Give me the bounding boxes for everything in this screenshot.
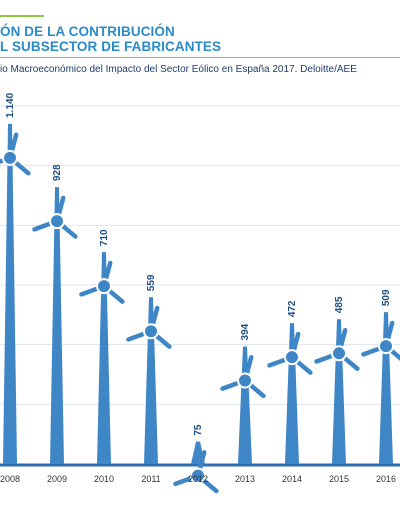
chart-title: ÓN DE LA CONTRIBUCIÓN L SUBSECTOR DE FAB… <box>0 24 221 54</box>
x-tick-label: 2013 <box>235 474 255 484</box>
turbine-tower <box>238 346 252 464</box>
x-tick-label: 2008 <box>0 474 20 484</box>
x-tick-label: 2009 <box>47 474 67 484</box>
turbine-hub <box>378 338 394 355</box>
x-tick-label: 2015 <box>329 474 349 484</box>
turbine-hub <box>49 213 65 230</box>
value-label: 928 <box>52 164 63 181</box>
turbine-hub <box>237 372 253 389</box>
value-label: 485 <box>334 296 345 313</box>
value-label: 472 <box>287 300 298 317</box>
value-label: 75 <box>193 424 204 436</box>
turbine-tower <box>97 252 111 464</box>
turbine-hub <box>96 278 112 295</box>
x-tick-label: 2016 <box>376 474 396 484</box>
turbine-tower <box>144 297 158 464</box>
turbine-tower <box>379 312 393 464</box>
value-label: 559 <box>146 274 157 291</box>
value-label: 1.140 <box>5 92 16 117</box>
x-tick-label: 2010 <box>94 474 114 484</box>
turbine-tower <box>332 319 346 464</box>
turbine-tower <box>50 187 64 464</box>
x-tick-label: 2012 <box>188 474 208 484</box>
turbine-tower <box>3 123 17 465</box>
turbine-hub <box>2 149 18 166</box>
x-tick-label: 2011 <box>141 474 160 484</box>
turbine-hub <box>190 467 206 484</box>
value-label: 710 <box>99 229 110 246</box>
value-label: 394 <box>240 323 251 340</box>
turbine-tower <box>285 323 299 464</box>
title-line-2: L SUBSECTOR DE FABRICANTES <box>0 39 222 54</box>
title-line-1: ÓN DE LA CONTRIBUCIÓN <box>0 24 175 39</box>
title-accent-line <box>0 15 44 17</box>
title-divider <box>0 57 400 58</box>
x-tick-label: 2014 <box>282 474 302 484</box>
source-note: io Macroeconómico del Impacto del Sector… <box>0 64 357 75</box>
turbine-hub <box>143 323 159 340</box>
turbine-hub <box>331 345 347 362</box>
value-label: 509 <box>381 289 392 306</box>
turbine-hub <box>284 349 300 366</box>
